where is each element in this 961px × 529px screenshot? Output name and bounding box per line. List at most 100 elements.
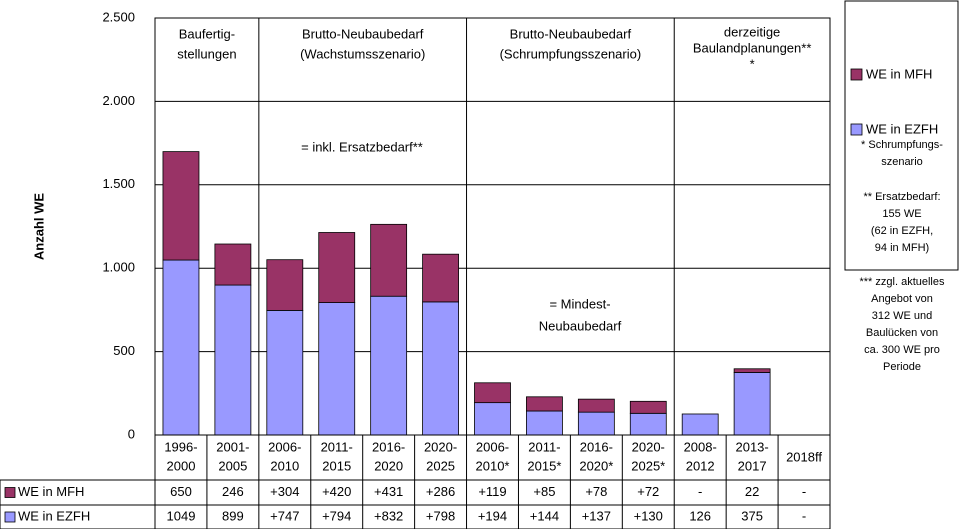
y-tick-label: 2.500 xyxy=(102,9,135,24)
x-tick-label: 2016- xyxy=(580,439,613,454)
bar-segment xyxy=(629,412,667,436)
table-cell: +78 xyxy=(585,484,607,499)
table-cell: 650 xyxy=(170,484,192,499)
note: Periode xyxy=(883,361,921,373)
table-cell: - xyxy=(698,484,702,499)
x-tick-label: 2015* xyxy=(527,458,561,473)
note: 312 WE und xyxy=(872,310,933,322)
table-cell: 126 xyxy=(689,508,711,523)
legend-label: WE in EZFH xyxy=(866,121,938,136)
x-tick-label: 2025* xyxy=(631,458,665,473)
bar-segment xyxy=(318,302,356,436)
table-cell: +832 xyxy=(374,508,403,523)
x-tick-label: 2010* xyxy=(476,458,510,473)
x-tick-label: 2001- xyxy=(216,439,249,454)
y-tick-label: 0 xyxy=(128,426,135,441)
legend-frame xyxy=(844,0,959,271)
table-cell: +794 xyxy=(322,508,351,523)
y-tick-label: 1.500 xyxy=(102,176,135,191)
annotation: = inkl. Ersatzbedarf** xyxy=(301,139,423,154)
y-tick-label: 500 xyxy=(113,343,135,358)
section-heading: derzeitige xyxy=(724,24,780,39)
section-heading: Baufertig- xyxy=(179,26,235,41)
x-tick-label: 2020* xyxy=(579,458,613,473)
section-heading: Brutto-Neubaubedarf xyxy=(510,26,632,41)
table-cell: +72 xyxy=(637,484,659,499)
table-cell: +286 xyxy=(426,484,455,499)
table-cell: +194 xyxy=(478,508,507,523)
note: * Schrumpfungs- xyxy=(861,139,943,151)
note: Angebot von xyxy=(871,293,933,305)
x-tick-label: 2020- xyxy=(424,439,457,454)
table-cell: 246 xyxy=(222,484,244,499)
bar-segment xyxy=(370,223,408,297)
x-tick-label: 2005 xyxy=(218,458,247,473)
x-tick-label: 2008- xyxy=(684,439,717,454)
x-tick-label: 2000 xyxy=(167,458,196,473)
section-heading: (Wachstumsszenario) xyxy=(300,46,425,61)
x-tick-label: 2012 xyxy=(686,458,715,473)
bar-segment xyxy=(422,253,459,303)
x-tick-label: 2011- xyxy=(321,439,353,454)
bar-segment xyxy=(629,400,667,414)
table-cell: +304 xyxy=(270,484,299,499)
note: 155 WE xyxy=(882,208,921,220)
legend-label: WE in MFH xyxy=(866,66,932,81)
bar-segment xyxy=(422,301,459,436)
note: szenario xyxy=(881,156,923,168)
bar-segment xyxy=(577,398,615,413)
x-tick-label: 2025 xyxy=(426,458,455,473)
annotation: = Mindest- xyxy=(549,296,610,311)
bar-segment xyxy=(266,310,304,436)
table-cell: 22 xyxy=(745,484,759,499)
table-cell: +144 xyxy=(530,508,559,523)
y-axis-label: Anzahl WE xyxy=(31,193,46,260)
y-tick-label: 1.000 xyxy=(102,260,135,275)
x-tick-label: 2016- xyxy=(372,439,405,454)
bar-segment xyxy=(162,259,200,436)
bar-segment xyxy=(318,232,356,303)
table-cell: - xyxy=(802,484,806,499)
table-cell: 375 xyxy=(741,508,763,523)
bar-segment xyxy=(526,410,563,436)
table-row-label: WE in MFH xyxy=(18,484,84,499)
bar-segment xyxy=(214,284,252,436)
bar-segment xyxy=(733,368,771,373)
bar-segment xyxy=(266,259,304,311)
bar-segment xyxy=(474,402,511,436)
table-cell: 899 xyxy=(222,508,244,523)
bar-segment xyxy=(214,243,252,286)
bar-segment xyxy=(474,382,511,404)
x-tick-label: 2006- xyxy=(476,439,509,454)
x-tick-label: 2018ff xyxy=(786,449,822,464)
x-tick-label: 2017 xyxy=(738,458,767,473)
table-cell: +119 xyxy=(478,484,506,499)
table-cell: +798 xyxy=(426,508,455,523)
x-tick-label: 2010 xyxy=(270,458,299,473)
x-tick-label: 2011- xyxy=(528,439,560,454)
table-cell: +420 xyxy=(322,484,351,499)
bar-segment xyxy=(733,372,771,436)
section-heading: (Schrumpfungsszenario) xyxy=(500,46,642,61)
x-tick-label: 2020- xyxy=(632,439,665,454)
table-cell: +747 xyxy=(270,508,299,523)
table-legend-swatch xyxy=(4,511,16,523)
bar-segment xyxy=(370,295,408,436)
section-heading: Brutto-Neubaubedarf xyxy=(302,26,424,41)
x-tick-label: 1996- xyxy=(164,439,197,454)
bar-segment xyxy=(526,396,563,412)
table-cell: - xyxy=(802,508,806,523)
x-tick-label: 2015 xyxy=(322,458,351,473)
section-heading: * xyxy=(750,56,755,71)
x-tick-label: 2006- xyxy=(268,439,301,454)
bar-segment xyxy=(681,413,719,436)
section-heading: stellungen xyxy=(177,46,236,61)
note: ** Ersatzbedarf: xyxy=(863,191,940,203)
table-cell: +137 xyxy=(582,508,611,523)
table-legend-swatch xyxy=(4,487,16,498)
note: (62 in EZFH, xyxy=(871,225,933,237)
y-tick-label: 2.000 xyxy=(102,93,135,108)
x-tick-label: 2013- xyxy=(735,439,768,454)
x-tick-label: 2020 xyxy=(374,458,403,473)
